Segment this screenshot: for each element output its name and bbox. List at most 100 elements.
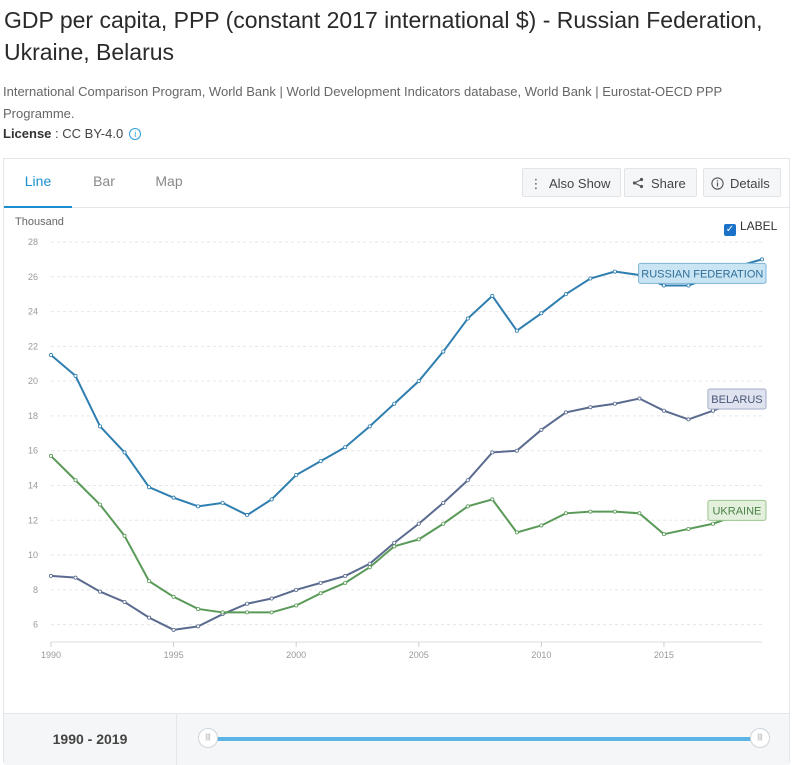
data-point-ukraine[interactable] bbox=[441, 521, 446, 526]
data-point-ukraine[interactable] bbox=[514, 530, 519, 535]
data-point-russian-federation[interactable] bbox=[392, 401, 397, 406]
data-point-belarus[interactable] bbox=[294, 587, 299, 592]
data-point-belarus[interactable] bbox=[318, 580, 323, 585]
data-point-russian-federation[interactable] bbox=[686, 283, 691, 288]
data-point-belarus[interactable] bbox=[171, 627, 176, 632]
label-checkbox[interactable]: ✓ bbox=[724, 224, 736, 236]
data-point-belarus[interactable] bbox=[196, 624, 201, 629]
data-point-russian-federation[interactable] bbox=[98, 424, 103, 429]
chart-area: ✓ LABEL Thousand 6 8 10 12 14 16 18 20 22 24 26 28 19… bbox=[4, 208, 789, 713]
data-point-russian-federation[interactable] bbox=[49, 353, 54, 358]
data-point-belarus[interactable] bbox=[269, 596, 274, 601]
data-point-ukraine[interactable] bbox=[147, 579, 152, 584]
data-point-ukraine[interactable] bbox=[490, 497, 495, 502]
license-label: License bbox=[3, 126, 52, 141]
label-toggle[interactable]: ✓ LABEL bbox=[724, 219, 777, 236]
data-point-russian-federation[interactable] bbox=[269, 497, 274, 502]
data-point-russian-federation[interactable] bbox=[367, 424, 372, 429]
data-point-ukraine[interactable] bbox=[220, 610, 225, 615]
data-point-belarus[interactable] bbox=[661, 408, 666, 413]
data-point-ukraine[interactable] bbox=[294, 603, 299, 608]
data-point-russian-federation[interactable] bbox=[465, 316, 470, 321]
data-point-ukraine[interactable] bbox=[686, 526, 691, 531]
data-point-ukraine[interactable] bbox=[269, 610, 274, 615]
data-point-belarus[interactable] bbox=[514, 448, 519, 453]
data-point-russian-federation[interactable] bbox=[171, 495, 176, 500]
data-point-belarus[interactable] bbox=[686, 417, 691, 422]
data-point-russian-federation[interactable] bbox=[147, 485, 152, 490]
series-line-ukraine[interactable] bbox=[50, 455, 763, 614]
data-point-ukraine[interactable] bbox=[49, 453, 54, 458]
data-point-russian-federation[interactable] bbox=[416, 379, 421, 384]
data-point-belarus[interactable] bbox=[245, 601, 250, 606]
data-point-ukraine[interactable] bbox=[98, 502, 103, 507]
data-point-ukraine[interactable] bbox=[465, 504, 470, 509]
data-point-belarus[interactable] bbox=[441, 500, 446, 505]
data-point-russian-federation[interactable] bbox=[441, 349, 446, 354]
data-point-russian-federation[interactable] bbox=[612, 269, 617, 274]
data-point-ukraine[interactable] bbox=[392, 544, 397, 549]
data-point-belarus[interactable] bbox=[539, 427, 544, 432]
tab-map[interactable]: Map bbox=[155, 173, 183, 189]
data-point-belarus[interactable] bbox=[98, 589, 103, 594]
data-point-ukraine[interactable] bbox=[710, 521, 715, 526]
data-point-belarus[interactable] bbox=[612, 401, 617, 406]
data-point-russian-federation[interactable] bbox=[539, 311, 544, 316]
data-point-ukraine[interactable] bbox=[318, 591, 323, 596]
data-point-ukraine[interactable] bbox=[416, 537, 421, 542]
data-point-ukraine[interactable] bbox=[245, 610, 250, 615]
data-point-ukraine[interactable] bbox=[637, 511, 642, 516]
data-point-belarus[interactable] bbox=[49, 573, 54, 578]
tab-line[interactable]: Line bbox=[4, 159, 72, 208]
data-point-belarus[interactable] bbox=[367, 561, 372, 566]
data-point-russian-federation[interactable] bbox=[73, 373, 78, 378]
data-point-ukraine[interactable] bbox=[539, 523, 544, 528]
data-point-ukraine[interactable] bbox=[196, 606, 201, 611]
data-point-russian-federation[interactable] bbox=[343, 445, 348, 450]
share-button[interactable]: Share bbox=[624, 168, 697, 197]
data-point-belarus[interactable] bbox=[343, 573, 348, 578]
series-line-belarus[interactable] bbox=[50, 394, 763, 631]
data-point-ukraine[interactable] bbox=[563, 511, 568, 516]
also-show-button[interactable]: ⋮ Also Show bbox=[522, 168, 622, 197]
data-point-belarus[interactable] bbox=[588, 405, 593, 410]
data-point-ukraine[interactable] bbox=[367, 565, 372, 570]
data-point-ukraine[interactable] bbox=[122, 533, 127, 538]
data-point-belarus[interactable] bbox=[122, 599, 127, 604]
data-point-russian-federation[interactable] bbox=[220, 500, 225, 505]
data-point-russian-federation[interactable] bbox=[122, 450, 127, 455]
data-point-ukraine[interactable] bbox=[171, 594, 176, 599]
data-point-russian-federation[interactable] bbox=[294, 473, 299, 478]
range-slider-track[interactable] bbox=[212, 737, 760, 741]
data-point-ukraine[interactable] bbox=[661, 532, 666, 537]
x-tick-label: 2015 bbox=[654, 650, 674, 660]
data-point-russian-federation[interactable] bbox=[661, 283, 666, 288]
data-point-belarus[interactable] bbox=[73, 575, 78, 580]
data-point-belarus[interactable] bbox=[465, 478, 470, 483]
data-point-belarus[interactable] bbox=[416, 521, 421, 526]
tab-bar[interactable]: Bar bbox=[93, 173, 115, 189]
data-point-ukraine[interactable] bbox=[343, 580, 348, 585]
data-point-belarus[interactable] bbox=[710, 408, 715, 413]
data-point-ukraine[interactable] bbox=[73, 478, 78, 483]
data-point-russian-federation[interactable] bbox=[490, 293, 495, 298]
data-point-russian-federation[interactable] bbox=[760, 257, 765, 262]
data-point-belarus[interactable] bbox=[147, 615, 152, 620]
data-point-belarus[interactable] bbox=[392, 540, 397, 545]
data-point-ukraine[interactable] bbox=[612, 509, 617, 514]
data-point-ukraine[interactable] bbox=[588, 509, 593, 514]
data-point-russian-federation[interactable] bbox=[245, 513, 250, 518]
series-line-russian-federation[interactable] bbox=[50, 258, 763, 517]
data-point-belarus[interactable] bbox=[490, 450, 495, 455]
data-point-russian-federation[interactable] bbox=[196, 504, 201, 509]
data-point-belarus[interactable] bbox=[637, 396, 642, 401]
data-point-belarus[interactable] bbox=[563, 410, 568, 415]
data-point-russian-federation[interactable] bbox=[588, 276, 593, 281]
range-slider-end-handle[interactable]: ||| bbox=[750, 728, 770, 748]
data-point-russian-federation[interactable] bbox=[563, 292, 568, 297]
data-point-russian-federation[interactable] bbox=[318, 459, 323, 464]
range-slider-start-handle[interactable]: ||| bbox=[198, 728, 218, 748]
details-button[interactable]: Details bbox=[703, 168, 781, 197]
info-icon[interactable]: i bbox=[129, 128, 142, 140]
data-point-russian-federation[interactable] bbox=[514, 328, 519, 333]
